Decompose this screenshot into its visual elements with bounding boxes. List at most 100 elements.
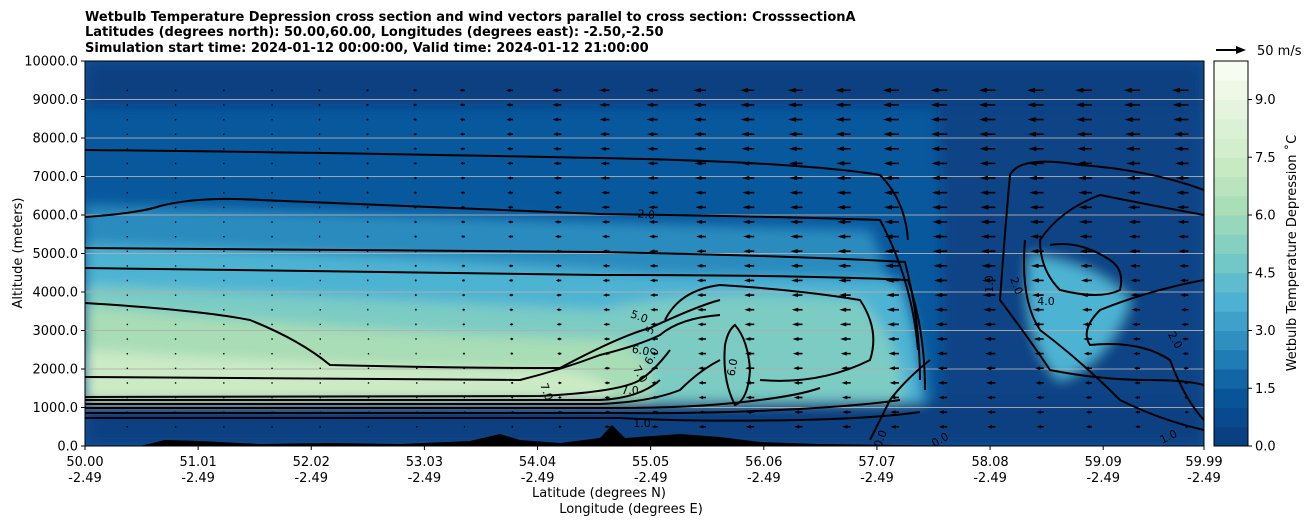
wind-arrow: [740, 102, 755, 108]
wind-arrow: [649, 263, 658, 268]
wind-arrow: [1034, 366, 1044, 371]
wind-arrow: [884, 248, 899, 254]
wind-arrow: [366, 147, 369, 151]
wind-arrow: [790, 234, 803, 239]
wind-arrow: [1178, 249, 1189, 254]
wind-arrow: [646, 88, 658, 93]
wind-arrow: [1130, 293, 1141, 298]
wind-arrow: [694, 161, 707, 166]
wind-arrow: [416, 411, 418, 413]
wind-arrow: [318, 235, 321, 238]
wind-arrow: [650, 322, 658, 327]
wind-arrow: [416, 426, 418, 428]
y-tick-label: 9000.0: [33, 93, 79, 108]
wind-arrow: [555, 264, 562, 268]
wind-arrow: [415, 352, 417, 355]
wind-arrow: [650, 351, 658, 356]
wind-arrow: [223, 250, 225, 252]
colorbar-band: [1214, 80, 1248, 100]
wind-arrow: [649, 249, 658, 254]
wind-arrow: [1027, 102, 1044, 108]
wind-arrow: [508, 249, 514, 253]
wind-arrow: [366, 220, 369, 224]
wind-arrow: [1075, 102, 1092, 108]
band-right-pocket: [1028, 255, 1130, 380]
wind-arrow: [553, 176, 562, 180]
wind-arrow: [415, 337, 417, 341]
wind-arrow: [271, 411, 273, 413]
wind-arrow: [366, 264, 369, 268]
wind-arrow: [223, 396, 225, 399]
wind-arrow: [651, 381, 658, 385]
wind-arrow: [126, 265, 129, 267]
wind-arrow: [1180, 293, 1189, 297]
wind-arrow: [983, 307, 996, 312]
wind-arrow: [743, 234, 755, 239]
wind-arrow: [603, 293, 610, 297]
wind-arrow: [793, 366, 803, 371]
wind-arrow: [557, 352, 562, 356]
wind-arrow: [506, 117, 514, 122]
wind-arrow: [174, 133, 177, 135]
wind-arrow: [511, 425, 514, 429]
wind-arrow: [1176, 190, 1189, 195]
wind-arrow: [223, 353, 225, 355]
wind-arrow: [934, 307, 948, 312]
wind-arrow: [367, 396, 370, 399]
colorbar-band: [1214, 138, 1248, 158]
wind-arrow: [271, 396, 273, 399]
wind-arrow: [271, 206, 273, 209]
wind-arrow: [271, 323, 273, 326]
wind-arrow: [318, 132, 321, 136]
wind-arrow: [366, 279, 369, 282]
colorbar-band: [1214, 99, 1248, 120]
wind-arrow: [223, 411, 225, 413]
wind-arrow: [174, 221, 177, 223]
wind-arrow: [604, 381, 610, 385]
contour-line: [998, 160, 1204, 386]
wind-arrow: [598, 88, 610, 93]
wind-arrow: [695, 219, 707, 224]
wind-arrow: [509, 337, 514, 341]
wind-arrow: [367, 411, 370, 413]
wind-arrow: [604, 395, 610, 400]
wind-arrow: [987, 410, 996, 414]
x-tick-lon-label: -2.49: [521, 471, 555, 486]
wind-arrow: [980, 248, 996, 254]
wind-arrow: [223, 162, 225, 165]
wind-arrow: [979, 117, 996, 123]
wind-arrow: [938, 410, 948, 414]
wind-arrow: [223, 323, 225, 326]
wind-arrow: [932, 219, 948, 225]
wind-arrow: [836, 190, 851, 195]
wind-arrow: [126, 148, 129, 150]
wind-arrow: [693, 131, 707, 137]
wind-arrow: [1076, 146, 1092, 152]
wind-arrow: [742, 205, 755, 210]
wind-arrow: [414, 308, 417, 312]
wind-arrow: [271, 353, 273, 355]
wind-arrow: [1184, 410, 1189, 414]
colorbar-tick-label: 6.0: [1255, 209, 1276, 224]
wind-arrow: [932, 248, 948, 254]
wind-arrow: [794, 424, 803, 429]
wind-arrow: [842, 424, 851, 429]
wind-arrow: [601, 205, 610, 210]
wind-arrow: [890, 395, 899, 400]
wind-arrow: [271, 367, 273, 370]
wind-arrow: [555, 249, 562, 253]
wind-arrow: [413, 132, 417, 136]
wind-arrow: [126, 118, 129, 121]
wind-arrow: [319, 338, 321, 340]
wind-arrow: [318, 191, 321, 194]
wind-arrow: [174, 338, 177, 340]
wind-arrow: [506, 147, 514, 151]
wind-arrow: [697, 293, 707, 297]
wind-arrow: [886, 307, 899, 312]
wind-arrow: [790, 249, 803, 254]
wind-arrow: [459, 88, 465, 92]
colorbar-tick-label: 7.5: [1255, 151, 1276, 166]
wind-arrow: [741, 161, 755, 166]
wind-arrow: [740, 117, 755, 122]
wind-arrow: [693, 117, 707, 122]
